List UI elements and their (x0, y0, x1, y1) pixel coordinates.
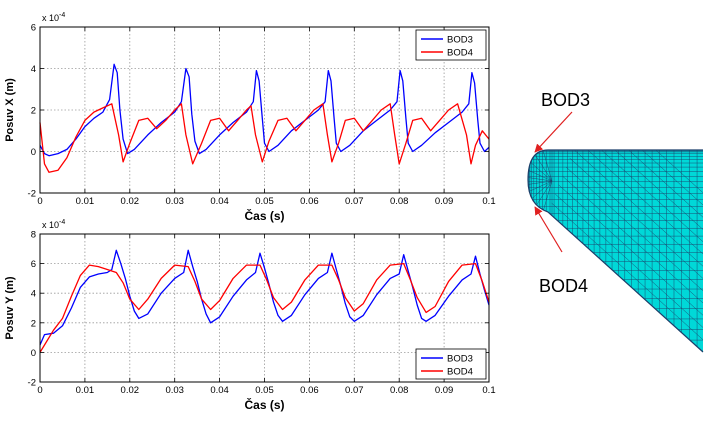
exponent-label: x 10-4 (42, 219, 65, 230)
chart-posuv-y: 0 0.01 0.02 0.03 0.04 0.05 0.06 0.07 0.08 0.09 0.1… (4, 219, 496, 412)
mesh-line-d (594, 150, 703, 236)
x-tick-label: 0 (37, 196, 42, 207)
x-tick-label: 0.06 (300, 196, 319, 207)
series-lines (39, 249, 490, 353)
mesh-line-d (576, 150, 703, 281)
mesh-line-d (573, 150, 703, 290)
x-tick-label: 0.04 (210, 385, 229, 396)
x-tick-label: 0.09 (435, 385, 454, 396)
x-axis-label: Čas (s) (244, 208, 284, 223)
grid (40, 234, 489, 382)
mesh-line-d (555, 193, 703, 335)
y-tick-label: 8 (31, 230, 36, 241)
arrow-bod4 (534, 206, 563, 253)
grid (40, 27, 489, 193)
arrow-bod3 (534, 111, 573, 153)
legend: BOD3 BOD4 (415, 29, 487, 61)
tick-labels: 0 0.01 0.02 0.03 0.04 0.05 0.06 0.07 0.08 0.09 0.1… (28, 23, 496, 208)
mesh-line-r (528, 180, 553, 208)
x-tick-label: 0.03 (165, 385, 184, 396)
label-bod3: BOD3 (541, 90, 590, 110)
mesh-line-d (569, 157, 703, 299)
x-tick-label: 0.1 (482, 196, 495, 207)
y-tick-label: 2 (31, 106, 36, 117)
x-tick-label: 0 (37, 385, 42, 396)
x-tick-label: 0.01 (76, 385, 95, 396)
legend-label-bod4: BOD4 (447, 367, 473, 378)
y-tick-label: 4 (31, 289, 36, 300)
label-bod4: BOD4 (539, 276, 588, 296)
x-tick-label: 0.05 (255, 196, 274, 207)
mesh-line-d (551, 202, 703, 344)
legend-label-bod4: BOD4 (447, 48, 473, 59)
exponent-label: x 10-4 (42, 12, 65, 23)
series-lines (39, 63, 490, 173)
mesh-line-d (583, 150, 703, 263)
x-tick-label: 0.04 (210, 196, 229, 207)
y-tick-label: 2 (31, 318, 36, 329)
legend-label-bod3: BOD3 (447, 354, 473, 365)
mesh-line-r (528, 180, 553, 198)
series-line-bod3 (39, 63, 490, 157)
series-line-bod4 (39, 103, 490, 173)
x-tick-label: 0.03 (165, 196, 184, 207)
legend-box (415, 348, 487, 380)
x-axis-label: Čas (s) (244, 397, 284, 412)
y-axis-label: Posuv X (m) (4, 78, 16, 142)
y-axis-label: Posuv Y (m) (4, 276, 16, 340)
x-tick-label: 0.08 (390, 385, 409, 396)
y-tick-label: 0 (31, 348, 36, 359)
y-tick-label: -2 (28, 189, 36, 200)
x-tick-label: 0.1 (482, 385, 495, 396)
legend-label-bod3: BOD3 (447, 35, 473, 46)
x-tick-label: 0.02 (121, 385, 140, 396)
mesh-line-d (591, 150, 703, 245)
y-tick-label: -2 (28, 378, 36, 389)
y-tick-label: 6 (31, 23, 36, 34)
x-tick-label: 0.09 (435, 196, 454, 207)
legend-box (415, 29, 487, 61)
y-tick-label: 0 (31, 147, 36, 158)
y-tick-label: 4 (31, 64, 36, 75)
series-line-bod3 (39, 249, 490, 346)
legend: BOD3 BOD4 (415, 348, 487, 380)
chart-posuv-x: 0 0.01 0.02 0.03 0.04 0.05 0.06 0.07 0.08 0.09 0.1… (4, 12, 496, 223)
x-tick-label: 0.08 (390, 196, 409, 207)
mesh-line-d (562, 175, 703, 317)
x-tick-label: 0.02 (121, 196, 140, 207)
x-tick-label: 0.01 (76, 196, 95, 207)
tick-labels: 0 0.01 0.02 0.03 0.04 0.05 0.06 0.07 0.08 0.09 0.1… (28, 230, 496, 397)
x-tick-label: 0.05 (255, 385, 274, 396)
mesh-line-r (528, 154, 553, 182)
series-line-bod4 (39, 262, 490, 353)
mesh-line-r (528, 175, 553, 182)
mesh-line-d (558, 184, 703, 326)
mesh-line-r (528, 164, 553, 182)
mesh-illustration: BOD3 BOD4 (527, 90, 704, 353)
mesh-line-d (580, 150, 703, 272)
x-tick-label: 0.07 (345, 196, 364, 207)
x-tick-label: 0.06 (300, 385, 319, 396)
y-tick-label: 6 (31, 259, 36, 270)
x-tick-label: 0.07 (345, 385, 364, 396)
mesh-line-r (540, 150, 553, 182)
mesh-line-d (587, 150, 703, 254)
mesh-line-d (565, 166, 703, 308)
mesh-line-r (528, 180, 553, 187)
